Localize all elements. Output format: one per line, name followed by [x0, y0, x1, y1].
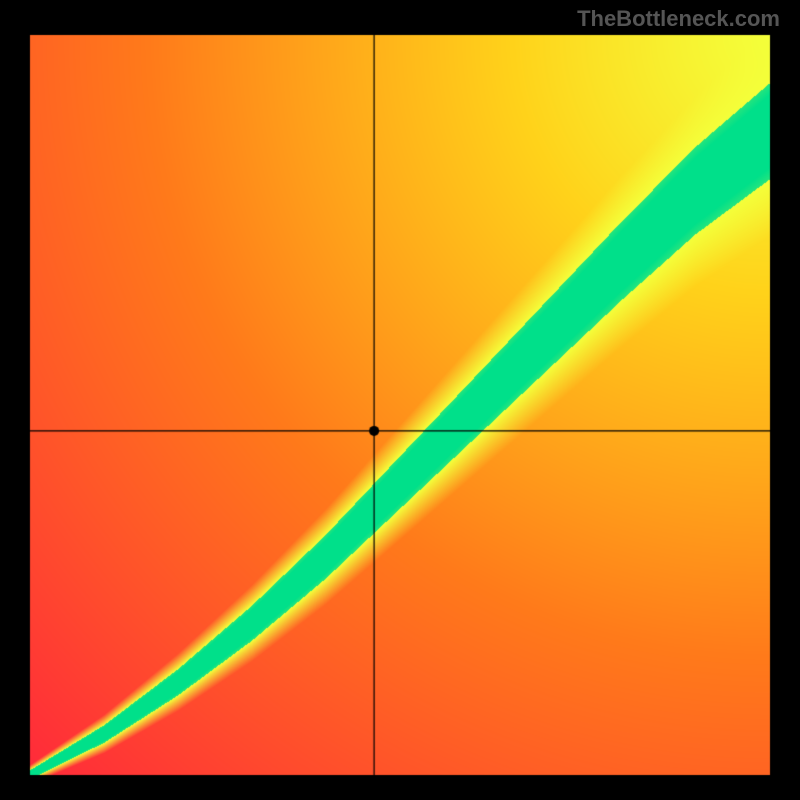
bottleneck-heatmap-canvas	[0, 0, 800, 800]
watermark-text: TheBottleneck.com	[577, 6, 780, 32]
chart-container: TheBottleneck.com	[0, 0, 800, 800]
